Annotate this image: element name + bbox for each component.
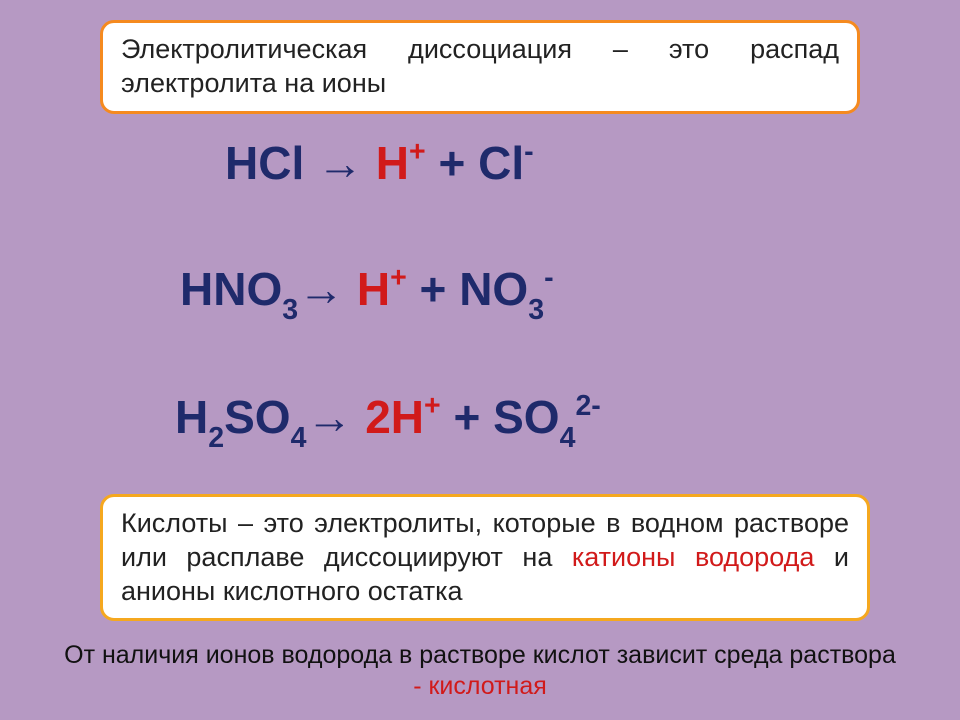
eq2-plus: + bbox=[407, 263, 459, 315]
definition-box-acids: Кислоты – это электролиты, которые в вод… bbox=[100, 494, 870, 621]
footer-note: От наличия ионов водорода в растворе кис… bbox=[60, 640, 900, 703]
eq1-plus: + bbox=[426, 137, 478, 189]
eq1-arrow: → bbox=[304, 137, 376, 189]
eq1-h-ion: H+ bbox=[376, 137, 426, 189]
equation-hno3: HNO3→ H+ + NO3- bbox=[180, 262, 554, 323]
eq2-lhs: HNO3 bbox=[180, 263, 298, 315]
equation-h2so4: H2SO4→ 2H+ + SO42- bbox=[175, 390, 601, 451]
def1-term: Электролитическая диссоциация bbox=[121, 34, 572, 64]
definition-box-dissociation: Электролитическая диссоциация – это расп… bbox=[100, 20, 860, 114]
eq1-lhs: HCl bbox=[225, 137, 304, 189]
eq3-arrow: → bbox=[306, 391, 365, 443]
footer-line1: От наличия ионов водорода в растворе кис… bbox=[64, 641, 896, 669]
equation-hcl: HCl → H+ + Cl- bbox=[225, 136, 534, 190]
eq1-anion: Cl- bbox=[478, 137, 534, 189]
eq3-lhs: H2SO4 bbox=[175, 391, 306, 443]
footer-line2: - кислотная bbox=[413, 672, 547, 700]
eq2-h-ion: H+ bbox=[357, 263, 407, 315]
eq3-h-ion: 2H+ bbox=[365, 391, 440, 443]
eq2-arrow: → bbox=[298, 263, 357, 315]
eq3-plus: + bbox=[441, 391, 493, 443]
def2-kation: катионы водорода bbox=[572, 542, 815, 572]
eq3-anion: SO42- bbox=[493, 391, 601, 443]
eq2-anion: NO3- bbox=[459, 263, 553, 315]
